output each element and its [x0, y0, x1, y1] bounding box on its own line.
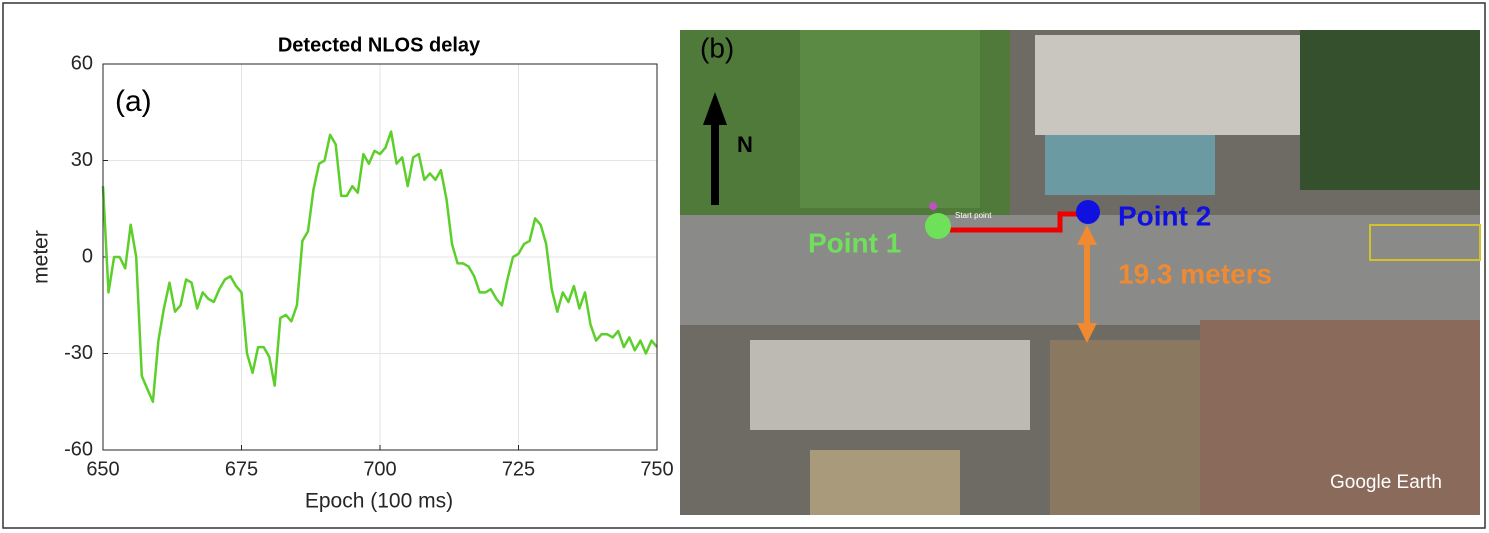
building: [1035, 35, 1300, 135]
building: [1045, 135, 1215, 195]
field: [800, 30, 980, 208]
start-marker: [929, 202, 937, 210]
x-tick-label: 650: [86, 458, 119, 480]
building: [750, 340, 1030, 430]
road: [680, 215, 1480, 325]
start-label: Start point: [955, 211, 992, 220]
building: [1050, 340, 1200, 515]
distance-label: 19.3 meters: [1118, 258, 1272, 289]
panel-label: (b): [700, 32, 734, 63]
map-panel: (b) N Start point Point 1 Point 2 19.3 m…: [680, 30, 1480, 515]
y-tick-label: -60: [64, 438, 93, 460]
point-2-label: Point 2: [1118, 200, 1211, 231]
y-tick-label: -30: [64, 342, 93, 364]
point-1-label: Point 1: [808, 227, 901, 258]
point-1-marker: [925, 213, 951, 239]
figure: Detected NLOS delay Epoch (100 ms) meter…: [0, 0, 1489, 533]
x-tick-label: 675: [225, 458, 258, 480]
trees: [1300, 30, 1480, 190]
chart: Detected NLOS delay Epoch (100 ms) meter…: [0, 0, 1489, 533]
chart-title: Detected NLOS delay: [278, 34, 481, 56]
watermark: Google Earth: [1330, 472, 1442, 493]
north-label: N: [737, 132, 753, 157]
x-axis-label: Epoch (100 ms): [305, 490, 453, 513]
panel-label: (a): [115, 85, 152, 118]
y-axis-label: meter: [30, 230, 53, 284]
y-tick-label: 60: [71, 52, 93, 74]
x-tick-label: 750: [640, 458, 673, 480]
y-tick-label: 0: [82, 245, 93, 267]
y-tick-label: 30: [71, 149, 93, 171]
x-tick-label: 725: [502, 458, 535, 480]
x-tick-label: 700: [363, 458, 396, 480]
building: [810, 450, 960, 515]
point-2-marker: [1076, 200, 1100, 224]
